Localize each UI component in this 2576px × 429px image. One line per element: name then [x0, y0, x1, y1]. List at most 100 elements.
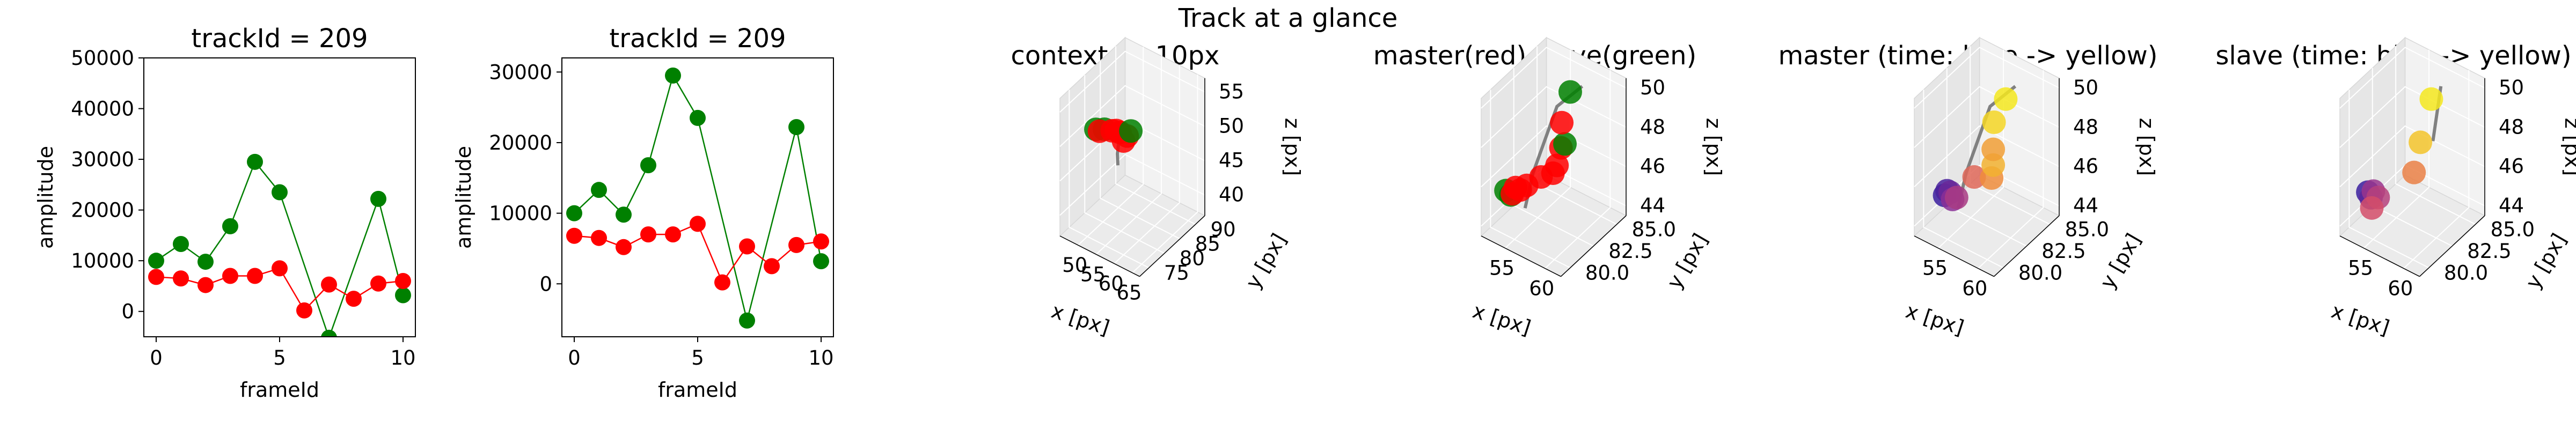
data-point [247, 153, 263, 170]
grid-line [2348, 90, 2429, 269]
z-tick-label: 45 [1219, 149, 1244, 172]
data-point [197, 277, 214, 293]
z-tick-label: 44 [2499, 194, 2524, 217]
z-tick-label: 46 [2499, 155, 2524, 178]
grid-line [2395, 46, 2476, 225]
grid-line [1914, 47, 2060, 109]
grid-line [1481, 86, 1627, 148]
data-point [2409, 130, 2433, 154]
data-point [148, 253, 164, 269]
x-tick-label: 60 [1529, 277, 1554, 300]
grid-line [2339, 125, 2485, 188]
x-axis-line [2339, 235, 2420, 277]
y-tick-label: 10000 [71, 249, 134, 272]
grid-line [1059, 119, 1205, 182]
y-tick-label: 0 [539, 272, 552, 295]
grid-line [2403, 70, 2470, 269]
grid-line [1914, 165, 2060, 227]
y-tick-label: 20000 [489, 131, 552, 154]
x-tick-label: 0 [568, 346, 581, 369]
y-axis-label: y [px] [1241, 230, 1291, 293]
x-tick-label: 10 [808, 346, 833, 369]
data-point [1962, 165, 1986, 189]
x-axis-label: frameId [658, 378, 737, 402]
data-point [2419, 87, 2443, 111]
y-tick-label: 85.0 [1632, 218, 1676, 241]
data-point [2360, 196, 2384, 220]
grid-line [1545, 70, 1611, 269]
data-point [197, 254, 214, 270]
data-point [591, 182, 607, 198]
z-tick-label: 50 [1219, 114, 1244, 137]
data-point [173, 235, 189, 252]
x-axis-label: x [px] [1903, 299, 1967, 339]
z-tick-label: 50 [1640, 76, 1665, 99]
data-point [1944, 186, 1968, 210]
x-tick-label: 50 [1062, 254, 1087, 277]
x-tick-label: 55 [1922, 257, 1948, 280]
grid-line [1059, 50, 1205, 113]
data-point [1545, 153, 1569, 177]
x-axis-label: x [px] [1470, 299, 1534, 339]
data-point [739, 238, 755, 255]
z-tick-label: 55 [1219, 80, 1244, 103]
y-tick-label: 80.0 [2444, 261, 2488, 284]
data-point [1119, 119, 1143, 143]
grid-line [1100, 61, 1181, 240]
z-tick-label: 50 [2499, 76, 2524, 99]
data-point [395, 273, 411, 289]
data-point [222, 218, 238, 234]
data-point [616, 239, 632, 255]
grid-line [2339, 47, 2485, 109]
grid-line [1914, 125, 2060, 188]
x-tick-label: 60 [1099, 272, 1124, 295]
x-tick-label: 65 [1116, 282, 1141, 305]
chart-title: trackId = 209 [609, 24, 786, 54]
grid-line [1078, 47, 1144, 246]
data-point [764, 258, 780, 275]
x-axis-label: x [px] [1049, 299, 1113, 339]
data-point [665, 67, 681, 84]
data-point [1994, 87, 2018, 111]
y-axis-line [2419, 215, 2485, 277]
z-tick-label: 48 [2073, 115, 2098, 138]
y-tick-label: 82.5 [2041, 240, 2085, 263]
y-tick-label: 50000 [71, 47, 134, 70]
x-tick-label: 5 [273, 346, 286, 369]
y-tick-label: 30000 [489, 61, 552, 84]
y-tick-label: 0 [121, 300, 134, 323]
data-point [739, 312, 755, 329]
x-axis-line [1059, 235, 1140, 277]
data-point [566, 227, 582, 244]
z-axis-label: z [px] [1280, 118, 1304, 176]
grid-line [1481, 47, 1627, 109]
grid-line [1095, 56, 1162, 255]
y-tick-label: 40000 [71, 98, 134, 121]
y-axis-label: amplitude [452, 146, 475, 249]
chart-title: trackId = 209 [191, 24, 368, 54]
z-tick-label: 48 [1640, 115, 1665, 138]
data-point [370, 190, 386, 207]
data-point [640, 226, 656, 243]
data-point [148, 269, 164, 285]
x-axis-label: frameId [240, 378, 319, 402]
z-tick-label: 46 [2073, 155, 2098, 178]
z-axis-label: z [px] [2135, 118, 2158, 176]
y-tick-label: 80 [1180, 247, 1205, 270]
data-point [665, 226, 681, 243]
data-point [247, 268, 263, 284]
y-axis-line [1139, 215, 1205, 277]
data-point [173, 270, 189, 287]
x-axis-line [1481, 235, 1561, 277]
x-tick-label: 0 [150, 346, 163, 369]
grid-line [1978, 70, 2044, 269]
grid-line [2339, 86, 2485, 148]
x-tick-label: 5 [691, 346, 704, 369]
y-tick-label: 75 [1164, 261, 1189, 284]
z-tick-label: 46 [1640, 155, 1665, 178]
y-tick-label: 85 [1195, 232, 1220, 255]
y-tick-label: 82.5 [1608, 240, 1652, 263]
plot-area [148, 153, 411, 337]
data-point [272, 184, 288, 201]
y-tick-label: 90 [1211, 218, 1236, 241]
